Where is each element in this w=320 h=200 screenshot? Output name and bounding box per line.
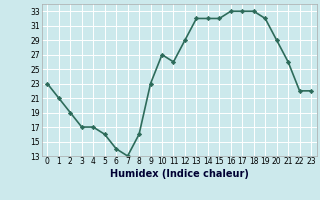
X-axis label: Humidex (Indice chaleur): Humidex (Indice chaleur) — [110, 169, 249, 179]
